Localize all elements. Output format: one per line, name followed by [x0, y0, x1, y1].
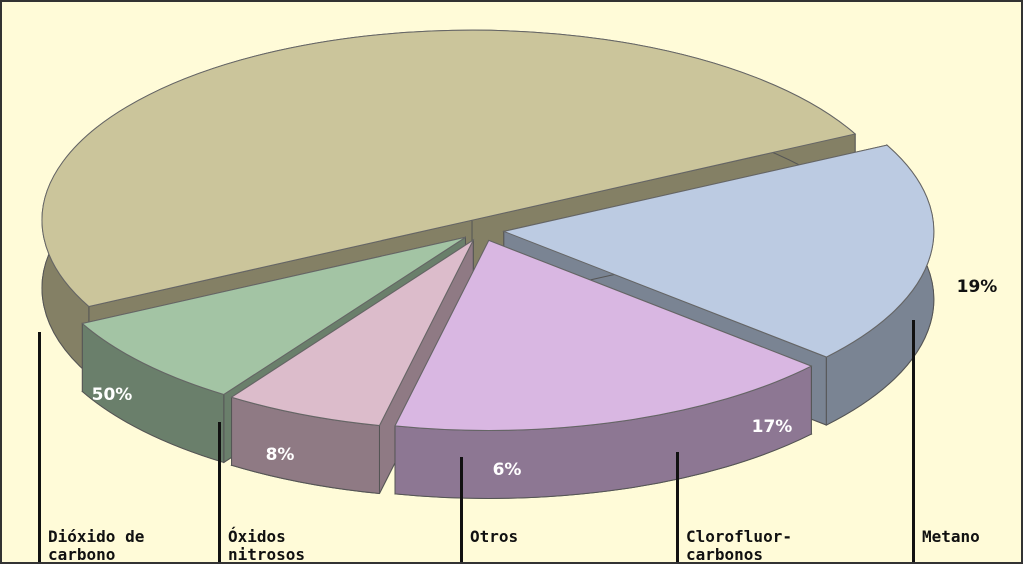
leader-line [460, 457, 463, 562]
pie-slice [394, 239, 813, 499]
slice [41, 29, 857, 308]
value-label: 8% [266, 445, 295, 465]
category-label: Metano [922, 527, 980, 546]
category-label: Óxidos nitrosos [228, 527, 306, 564]
slice [230, 238, 475, 427]
leader-line [676, 452, 679, 562]
slice [81, 236, 466, 395]
leader-line [38, 332, 41, 562]
category-label: Otros [470, 527, 519, 546]
value-label: 19% [957, 277, 998, 297]
slice [502, 144, 935, 358]
value-label: 6% [493, 460, 522, 480]
category-label: Clorofluor- carbonos [686, 527, 792, 564]
slice [394, 239, 813, 431]
leader-line [218, 422, 221, 562]
value-label: 17% [752, 417, 793, 437]
leader-line [912, 320, 915, 562]
category-label: Dióxido de carbono [48, 527, 145, 564]
value-label: 50% [92, 385, 133, 405]
